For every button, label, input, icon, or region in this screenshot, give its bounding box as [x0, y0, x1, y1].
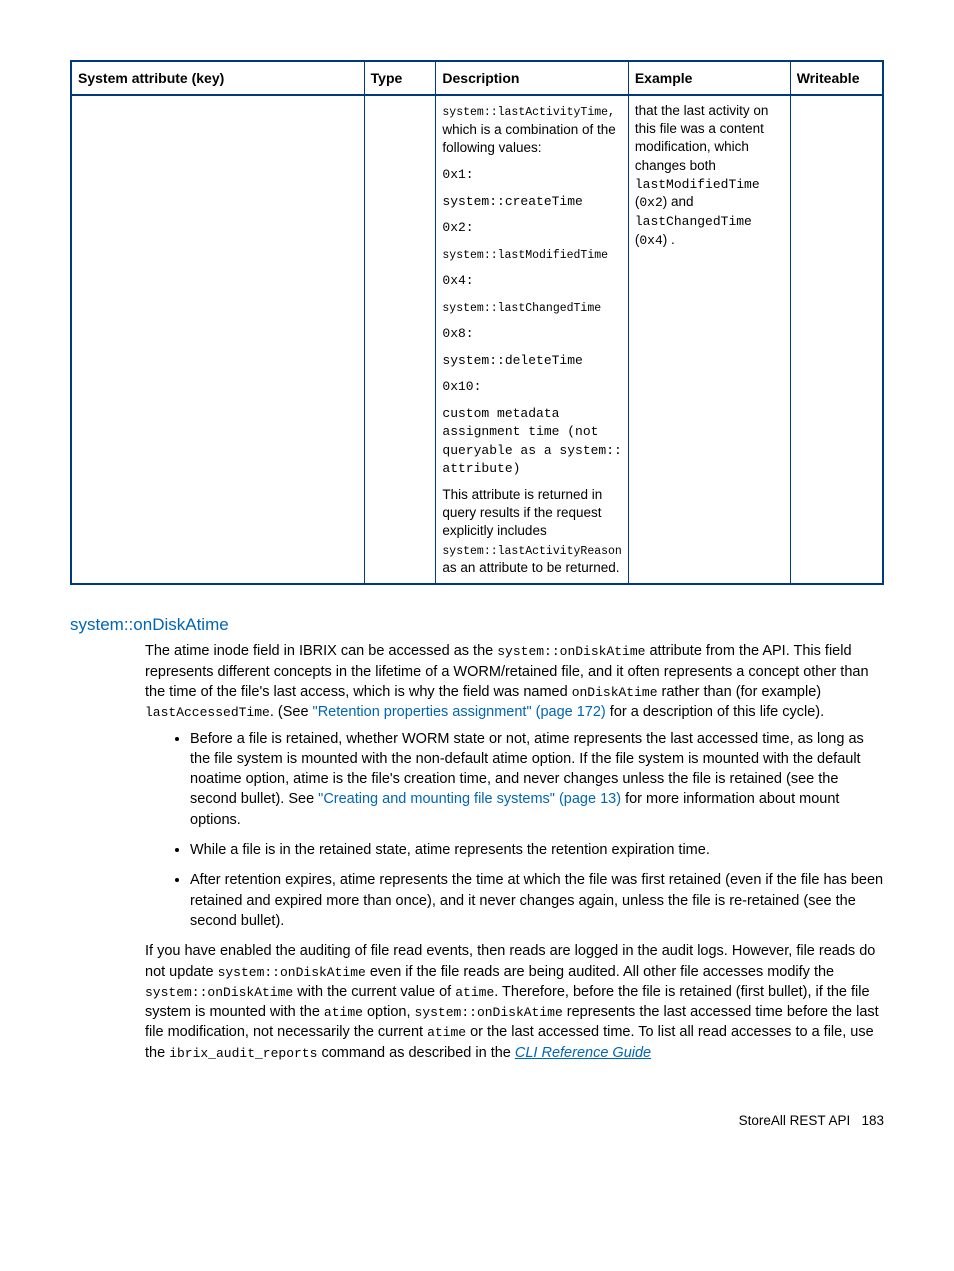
desc-tail-code: system::lastActivityReason: [442, 545, 621, 558]
list-item: Before a file is retained, whether WORM …: [190, 729, 884, 830]
p2-code-4: atime: [324, 1005, 363, 1020]
p1-code-2: onDiskAtime: [572, 685, 658, 700]
bullet-text: While a file is in the retained state, a…: [190, 842, 710, 858]
example-code-1: lastModifiedTime: [635, 177, 760, 192]
p2-b: even if the file reads are being audited…: [366, 964, 834, 980]
p1-code-1: system::onDiskAtime: [497, 644, 645, 659]
ex-end: ) .: [663, 232, 675, 247]
p1-c: rather than (for example): [658, 684, 822, 700]
desc-intro-text: which is a combination of the following …: [442, 122, 615, 155]
table-row: system::lastActivityTime, which is a com…: [71, 95, 883, 584]
col-header-writeable: Writeable: [790, 61, 883, 95]
ex-mid2: ) and: [663, 194, 694, 209]
p2-e: option,: [363, 1004, 415, 1020]
col-header-key: System attribute (key): [71, 61, 364, 95]
p1-code-3: lastAccessedTime: [145, 705, 270, 720]
list-item: After retention expires, atime represent…: [190, 870, 884, 931]
desc-tail-post: as an attribute to be returned.: [442, 560, 619, 575]
p2-code-3: atime: [455, 985, 494, 1000]
bullet-list: Before a file is retained, whether WORM …: [170, 729, 884, 932]
desc-item-code: custom metadata assignment time (not que…: [442, 406, 621, 477]
p2-code-6: atime: [427, 1025, 466, 1040]
paragraph-2: If you have enabled the auditing of file…: [145, 941, 884, 1063]
example-code-3: lastChangedTime: [635, 214, 752, 229]
col-header-description: Description: [436, 61, 628, 95]
desc-item-code: system::lastChangedTime: [442, 302, 601, 315]
paragraph-1: The atime inode field in IBRIX can be ac…: [145, 641, 884, 722]
desc-item-code: 0x4:: [442, 273, 473, 288]
p1-a: The atime inode field in IBRIX can be ac…: [145, 643, 497, 659]
desc-item-code: 0x10:: [442, 379, 481, 394]
link-cli-reference-guide[interactable]: CLI Reference Guide: [515, 1045, 651, 1061]
desc-item-code: 0x1:: [442, 167, 473, 182]
p2-code-7: ibrix_audit_reports: [169, 1046, 317, 1061]
section-heading-ondiskatime: system::onDiskAtime: [70, 615, 884, 635]
footer-page-number: 183: [861, 1113, 884, 1128]
cell-example: that the last activity on this file was …: [628, 95, 790, 584]
p2-code-1: system::onDiskAtime: [218, 965, 366, 980]
p1-d: . (See: [270, 704, 313, 720]
list-item: While a file is in the retained state, a…: [190, 840, 884, 860]
p2-h: command as described in the: [317, 1045, 514, 1061]
bullet-text: After retention expires, atime represent…: [190, 872, 883, 929]
cell-type: [364, 95, 436, 584]
link-creating-mounting[interactable]: "Creating and mounting file systems" (pa…: [318, 791, 621, 807]
desc-item-code: 0x2:: [442, 220, 473, 235]
link-retention-properties[interactable]: "Retention properties assignment" (page …: [313, 704, 606, 720]
example-code-4: 0x4: [639, 233, 662, 248]
desc-item-code: system::createTime: [442, 194, 582, 209]
page-footer: StoreAll REST API 183: [70, 1113, 884, 1128]
desc-item-code: 0x8:: [442, 326, 473, 341]
desc-tail-pre: This attribute is returned in query resu…: [442, 487, 602, 538]
cell-key: [71, 95, 364, 584]
desc-item-code: system::lastModifiedTime: [442, 249, 608, 262]
cell-description: system::lastActivityTime, which is a com…: [436, 95, 628, 584]
table-header-row: System attribute (key) Type Description …: [71, 61, 883, 95]
system-attributes-table: System attribute (key) Type Description …: [70, 60, 884, 585]
desc-intro-code: system::lastActivityTime,: [442, 106, 615, 119]
cell-writeable: [790, 95, 883, 584]
desc-item-code: system::deleteTime: [442, 353, 582, 368]
p2-code-5: system::onDiskAtime: [415, 1005, 563, 1020]
example-code-2: 0x2: [639, 195, 662, 210]
footer-text: StoreAll REST API: [739, 1113, 851, 1128]
p2-c: with the current value of: [293, 984, 455, 1000]
example-text: that the last activity on this file was …: [635, 103, 769, 173]
col-header-type: Type: [364, 61, 436, 95]
col-header-example: Example: [628, 61, 790, 95]
p1-e: for a description of this life cycle).: [606, 704, 824, 720]
p2-code-2: system::onDiskAtime: [145, 985, 293, 1000]
